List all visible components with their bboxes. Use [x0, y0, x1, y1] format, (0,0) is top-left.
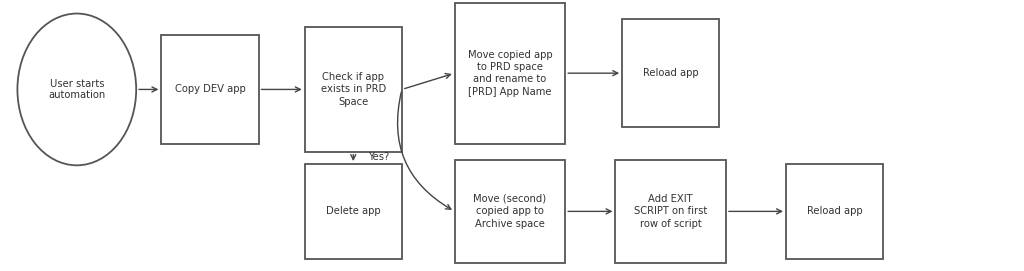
Text: Reload app: Reload app [807, 207, 862, 216]
Text: Reload app: Reload app [643, 68, 698, 78]
FancyBboxPatch shape [305, 164, 401, 259]
Text: Delete app: Delete app [326, 207, 381, 216]
Text: Check if app
exists in PRD
Space: Check if app exists in PRD Space [321, 72, 386, 107]
FancyBboxPatch shape [615, 160, 726, 263]
FancyBboxPatch shape [623, 19, 719, 127]
FancyBboxPatch shape [455, 3, 565, 144]
Text: Move copied app
to PRD space
and rename to
[PRD] App Name: Move copied app to PRD space and rename … [468, 50, 552, 97]
Ellipse shape [17, 14, 136, 165]
FancyArrowPatch shape [397, 92, 451, 209]
Text: Yes?: Yes? [368, 152, 389, 162]
FancyBboxPatch shape [786, 164, 883, 259]
FancyBboxPatch shape [305, 27, 401, 152]
Text: User starts
automation: User starts automation [48, 79, 105, 100]
FancyBboxPatch shape [455, 160, 565, 263]
Text: Add EXIT
SCRIPT on first
row of script: Add EXIT SCRIPT on first row of script [634, 194, 708, 229]
Text: Move (second)
copied app to
Archive space: Move (second) copied app to Archive spac… [473, 194, 547, 229]
Text: Copy DEV app: Copy DEV app [174, 85, 246, 94]
FancyBboxPatch shape [161, 35, 258, 144]
